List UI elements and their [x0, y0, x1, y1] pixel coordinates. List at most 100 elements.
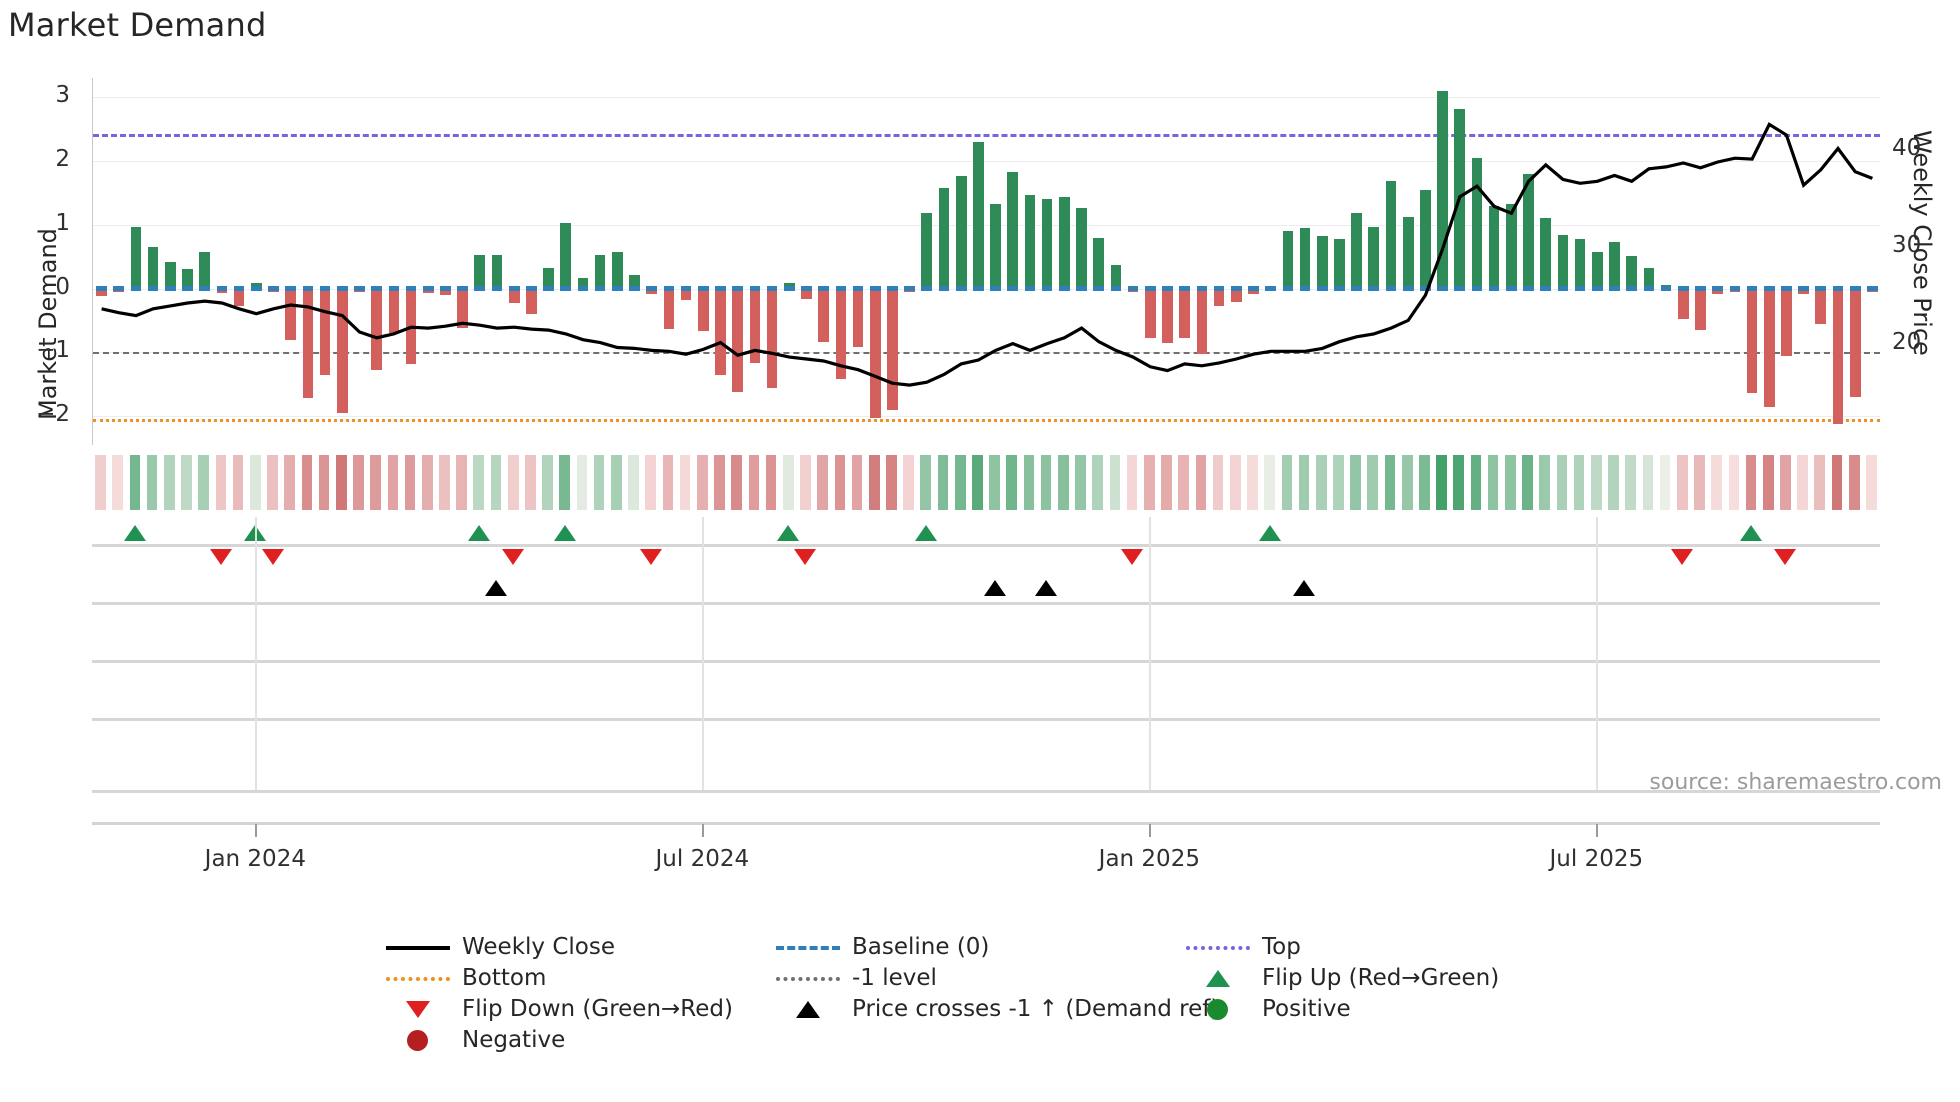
baseline-segment [1695, 286, 1706, 292]
heatmap-cell [593, 455, 605, 510]
legend-item[interactable]: Flip Down (Green→Red) [380, 990, 733, 1028]
legend-item[interactable]: Positive [1180, 990, 1351, 1028]
dotted-line-swatch-icon [1186, 946, 1250, 950]
baseline-segment [268, 286, 279, 292]
baseline-segment [388, 286, 400, 292]
baseline-dash-swatch-icon [776, 946, 840, 950]
heatmap-cell [1676, 455, 1688, 510]
legend-item[interactable]: Bottom [380, 959, 546, 997]
status-dot-icon [1207, 999, 1228, 1020]
price-cross-marker-icon [1035, 580, 1058, 596]
baseline-segment [955, 286, 967, 292]
baseline-segment [1282, 286, 1294, 292]
demand-bar [1041, 199, 1053, 289]
demand-bar [663, 288, 675, 329]
baseline-segment [1523, 286, 1534, 292]
baseline-segment [1609, 286, 1620, 292]
baseline-segment [1763, 286, 1775, 292]
demand-bar [852, 288, 864, 348]
legend-item[interactable]: Negative [380, 1021, 565, 1059]
x-axis-line [92, 822, 1880, 825]
demand-bar [1849, 288, 1861, 398]
heatmap-cell [1178, 455, 1190, 510]
legend-item[interactable]: Flip Up (Red→Green) [1180, 959, 1499, 997]
legend-label: Negative [462, 1027, 566, 1053]
demand-bar [938, 187, 950, 289]
heatmap-cell [1075, 455, 1086, 510]
heatmap-cell [1092, 455, 1104, 510]
heatmap-cell [1762, 455, 1774, 510]
heatmap-cell [662, 455, 674, 510]
demand-bar [1626, 256, 1638, 289]
demand-bar [1351, 213, 1362, 289]
flip-up-marker-icon [1740, 525, 1763, 541]
heatmap-cell [129, 455, 141, 510]
demand-bar [543, 267, 554, 289]
baseline-segment [1368, 286, 1380, 292]
demand-bar [285, 288, 297, 340]
demand-bar [560, 222, 572, 289]
demand-bar [250, 282, 262, 289]
demand-bar [955, 176, 967, 289]
heatmap-cell [404, 455, 416, 510]
legend-label: Baseline (0) [852, 934, 990, 960]
right-tick-label: 30 [1892, 232, 1922, 258]
baseline-segment [560, 286, 572, 292]
demand-bar [646, 288, 658, 294]
baseline-segment [199, 286, 211, 292]
baseline-segment [182, 286, 193, 292]
heatmap-cell [851, 455, 863, 510]
flip-down-marker-icon [794, 549, 817, 565]
panel-vertical-separator [1596, 608, 1598, 660]
baseline-segment [904, 286, 915, 292]
demand-bar [130, 226, 142, 289]
legend-symbol [380, 990, 456, 1028]
legend-item[interactable]: Weekly Close [380, 928, 615, 966]
demand-bar [766, 288, 778, 388]
left-tick-label: −1 [36, 337, 70, 364]
demand-bar [526, 288, 537, 315]
demand-bar [302, 288, 314, 399]
demand-bar [577, 277, 589, 289]
x-tick-label: Jan 2025 [1098, 846, 1200, 872]
demand-bar [629, 275, 640, 289]
dotted-line-swatch-icon [386, 977, 450, 981]
heatmap-cell [370, 455, 381, 510]
legend-item[interactable]: Baseline (0) [770, 928, 989, 966]
demand-bar [1316, 236, 1328, 289]
demand-bar [1282, 231, 1294, 289]
lower-divider-3 [92, 790, 1880, 793]
demand-bar [199, 252, 211, 289]
legend-symbol [1180, 928, 1256, 966]
legend-item[interactable]: Top [1180, 928, 1301, 966]
flip-down-marker-icon [1121, 549, 1144, 565]
legend-item[interactable]: -1 level [770, 959, 937, 997]
legend-item[interactable]: Price crosses -1 ↑ (Demand ref) [770, 990, 1219, 1028]
status-dot-icon [407, 1030, 428, 1051]
demand-bar [1815, 288, 1827, 325]
baseline-segment [1299, 286, 1311, 292]
baseline-segment [1059, 286, 1070, 292]
panel-vertical-separator [1596, 517, 1598, 577]
baseline-segment [147, 286, 159, 292]
panel-vertical-separator [702, 608, 704, 660]
baseline-segment [663, 286, 675, 292]
heatmap-cell [782, 455, 794, 510]
heatmap-cell [456, 455, 467, 510]
demand-bar [1230, 288, 1242, 303]
demand-bar [783, 282, 795, 289]
heatmap-cell [1556, 455, 1568, 510]
heatmap-cell [1109, 455, 1121, 510]
flip-up-triangle-icon [1206, 970, 1230, 987]
heatmap-cell [301, 455, 313, 510]
baseline-segment [801, 286, 812, 292]
heatmap-cell [972, 455, 983, 510]
demand-bar [1591, 252, 1603, 289]
legend-symbol [1180, 959, 1256, 997]
baseline-segment [921, 286, 933, 292]
refline-1-level [93, 352, 1880, 355]
heatmap-cell [1866, 455, 1877, 510]
baseline-segment [491, 286, 503, 292]
heatmap-cell [731, 455, 743, 510]
demand-bar [1007, 172, 1019, 289]
